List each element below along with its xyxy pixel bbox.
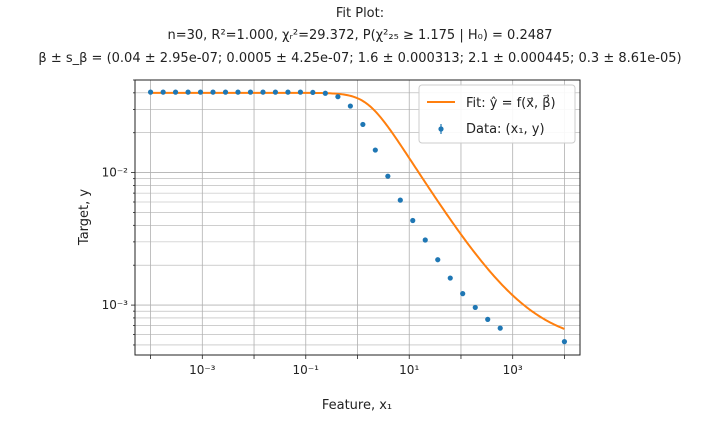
legend-data-swatch bbox=[438, 126, 444, 132]
data-point bbox=[360, 121, 366, 128]
data-point bbox=[435, 257, 441, 263]
data-point bbox=[397, 197, 403, 203]
chart-fit-statistics: n=30, R²=1.000, χᵣ²=29.372, P(χ²₂₅ ≥ 1.1… bbox=[167, 28, 553, 43]
data-point bbox=[485, 316, 491, 322]
x-tick-label: 10³ bbox=[503, 363, 523, 377]
data-point bbox=[460, 291, 466, 297]
data-point bbox=[422, 237, 428, 243]
axis-ticks: 10⁻³ 10⁻¹ 10¹ 10³ 10⁻² 10⁻³ bbox=[102, 79, 565, 377]
data-point bbox=[285, 89, 291, 95]
data-point bbox=[310, 89, 316, 96]
data-point bbox=[322, 90, 328, 96]
plot-frame bbox=[134, 79, 581, 356]
x-tick-label: 10⁻³ bbox=[189, 363, 216, 377]
data-point bbox=[497, 325, 503, 331]
legend-fit-label: Fit: ŷ = f(x⃗, β⃗) bbox=[466, 95, 556, 111]
data-point bbox=[247, 89, 254, 95]
data-point bbox=[297, 89, 304, 95]
data-point bbox=[222, 89, 229, 95]
data-point bbox=[335, 94, 341, 100]
chart-parameter-estimates: β ± s_β = (0.04 ± 2.95e-07; 0.0005 ± 4.2… bbox=[38, 51, 682, 66]
data-point bbox=[561, 339, 568, 345]
data-point bbox=[272, 89, 279, 95]
data-point bbox=[210, 89, 216, 95]
y-axis-label: Target, y bbox=[77, 189, 92, 246]
data-point bbox=[260, 89, 266, 95]
data-point bbox=[447, 275, 453, 281]
x-tick-label: 10⁻¹ bbox=[293, 363, 320, 377]
data-point bbox=[147, 89, 154, 95]
legend-data-label: Data: (x₁, y) bbox=[466, 122, 545, 137]
y-tick-label: 10⁻² bbox=[102, 166, 129, 180]
data-point bbox=[160, 89, 166, 95]
x-tick-label: 10¹ bbox=[399, 363, 419, 377]
data-point bbox=[185, 89, 191, 95]
data-point bbox=[347, 103, 353, 109]
data-point bbox=[197, 89, 204, 95]
fit-curve-layer bbox=[150, 91, 565, 330]
legend: Fit: ŷ = f(x⃗, β⃗) Data: (x₁, y) bbox=[418, 84, 576, 144]
data-point bbox=[472, 304, 478, 311]
data-point bbox=[385, 173, 391, 179]
x-axis-label: Feature, x₁ bbox=[322, 398, 392, 413]
y-tick-label: 10⁻³ bbox=[102, 298, 129, 312]
chart-title: Fit Plot: bbox=[335, 6, 385, 21]
data-point bbox=[235, 89, 241, 95]
data-point bbox=[410, 217, 416, 224]
data-points-layer bbox=[147, 89, 568, 345]
fit-curve bbox=[150, 91, 565, 330]
legend-box bbox=[418, 84, 576, 144]
data-point bbox=[172, 89, 179, 95]
data-point bbox=[372, 147, 378, 153]
